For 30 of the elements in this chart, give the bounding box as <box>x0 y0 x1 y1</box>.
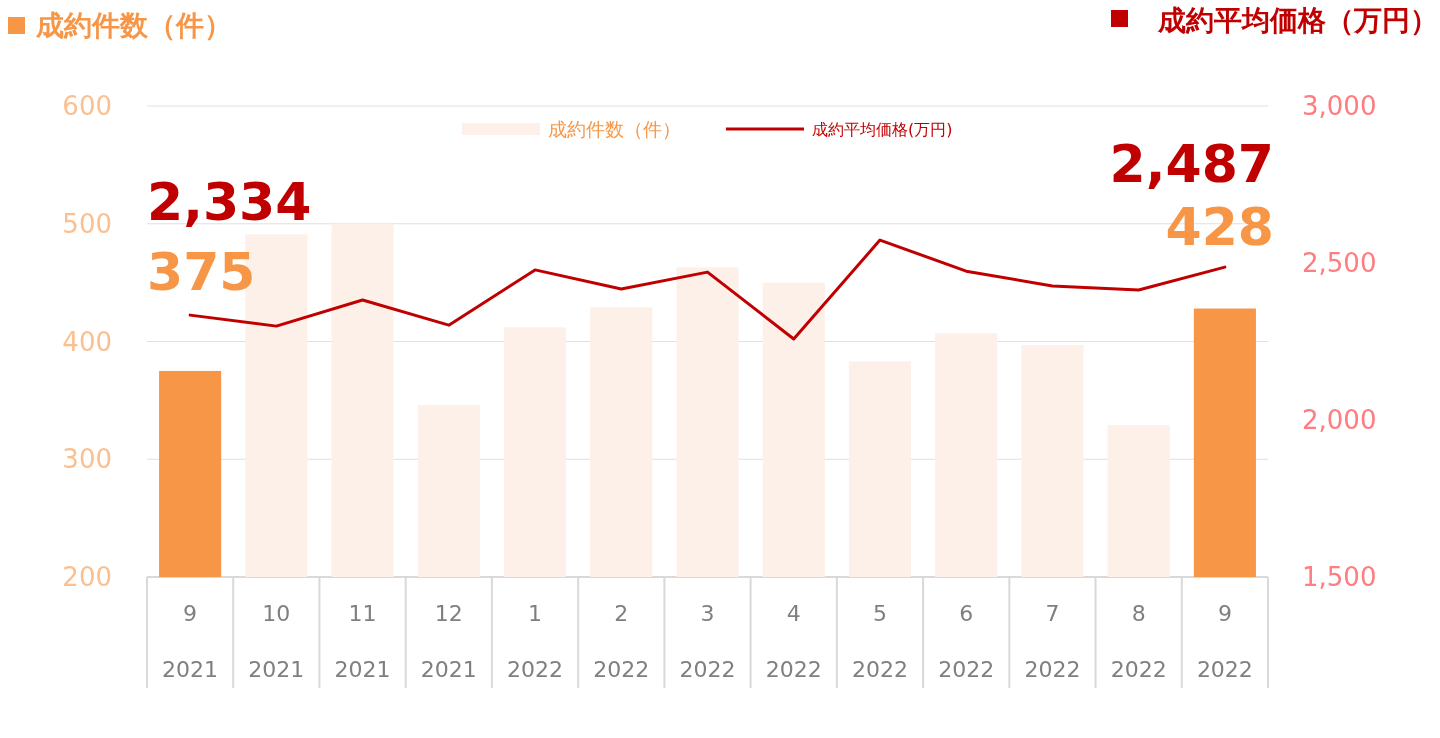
category-label: 3 2022 <box>679 601 736 682</box>
data-label: 428 <box>1165 197 1274 257</box>
y2-tick-label: 2,000 <box>1302 405 1377 435</box>
legend-label: 成約件数（件） <box>548 118 681 140</box>
y-tick-label: 300 <box>62 444 112 475</box>
category-label: 5 2022 <box>851 601 908 682</box>
y-tick-label: 400 <box>62 326 112 357</box>
category-label: 4 2022 <box>765 601 822 682</box>
y-tick-label: 600 <box>62 91 112 121</box>
category-label: 12 2021 <box>420 601 477 682</box>
category-label: 6 2022 <box>938 601 995 682</box>
category-label: 9 2022 <box>1196 601 1253 682</box>
data-label: 2,334 <box>147 172 312 232</box>
category-label: 1 2022 <box>507 601 564 682</box>
legend-label: 成約平均価格(万円) <box>812 120 953 139</box>
category-label: 8 2022 <box>1110 601 1167 682</box>
data-label: 2,487 <box>1109 134 1274 194</box>
y2-tick-label: 3,000 <box>1302 91 1377 121</box>
y2-axis-title: 成約平均価格（万円） <box>1157 4 1438 37</box>
category-label: 7 2022 <box>1024 601 1081 682</box>
y2-tick-label: 2,500 <box>1302 248 1377 278</box>
category-label: 10 2021 <box>248 601 305 682</box>
category-label: 11 2021 <box>334 601 391 682</box>
category-label: 9 2021 <box>162 601 219 682</box>
y2-tick-label: 1,500 <box>1302 562 1377 592</box>
data-label: 375 <box>147 242 256 302</box>
y-tick-label: 200 <box>62 562 112 592</box>
y-tick-label: 500 <box>62 208 112 239</box>
category-label: 2 2022 <box>593 601 650 682</box>
y-axis-title: 成約件数（件） <box>35 9 232 42</box>
